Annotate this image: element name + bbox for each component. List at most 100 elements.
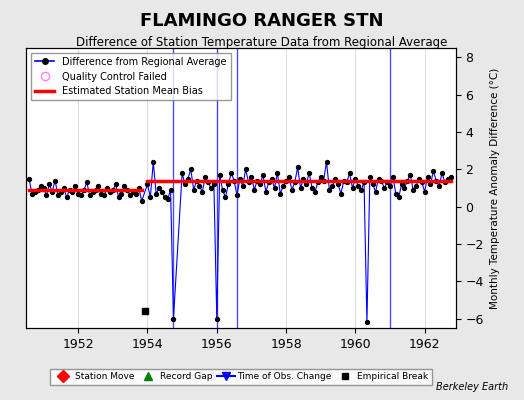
Point (184, 176, 192, 182)
Point (80, 187, 88, 193)
Point (386, 183, 394, 189)
Point (117, 190, 126, 197)
Point (414, 176, 423, 182)
Point (314, 179, 322, 186)
Point (74, 190, 82, 197)
Point (31, 188, 39, 195)
Point (267, 176, 276, 182)
Point (213, 316, 221, 322)
Point (233, 192, 241, 199)
Point (331, 176, 340, 182)
Point (71, 183, 80, 189)
Point (429, 168, 438, 174)
Point (45, 181, 53, 188)
Point (308, 185, 316, 191)
Point (383, 179, 391, 186)
Point (62, 194, 71, 200)
Point (395, 194, 403, 200)
Point (290, 179, 299, 186)
Point (178, 170, 187, 176)
Point (302, 181, 311, 188)
Point (250, 187, 258, 193)
Point (366, 174, 374, 180)
Point (247, 174, 256, 180)
Point (230, 177, 238, 184)
Point (360, 179, 368, 186)
Point (28, 190, 36, 197)
Legend: Station Move, Record Gap, Time of Obs. Change, Empirical Break: Station Move, Record Gap, Time of Obs. C… (50, 369, 432, 385)
Point (66, 187, 74, 193)
Point (108, 187, 117, 193)
Point (244, 179, 253, 186)
Point (368, 181, 377, 188)
Point (112, 181, 120, 188)
Point (438, 170, 446, 176)
Point (51, 177, 59, 184)
Point (363, 319, 371, 326)
Point (406, 172, 414, 178)
Point (140, 308, 149, 314)
Point (242, 166, 250, 172)
Point (282, 177, 290, 184)
Point (265, 179, 273, 186)
Point (132, 190, 140, 197)
Point (328, 183, 336, 189)
Point (311, 188, 319, 195)
Point (343, 179, 351, 186)
Point (259, 172, 267, 178)
Text: FLAMINGO RANGER STN: FLAMINGO RANGER STN (140, 12, 384, 30)
Point (103, 185, 111, 191)
Point (397, 181, 406, 188)
Point (54, 192, 62, 199)
Text: Berkeley Earth: Berkeley Earth (436, 382, 508, 392)
Point (106, 188, 114, 195)
Point (253, 177, 261, 184)
Point (412, 183, 420, 189)
Point (389, 174, 397, 180)
Point (256, 181, 264, 188)
Point (201, 174, 210, 180)
Point (288, 187, 296, 193)
Point (351, 176, 359, 182)
Point (340, 177, 348, 184)
Point (435, 183, 443, 189)
Point (37, 183, 45, 189)
Point (198, 188, 206, 195)
Point (39, 185, 48, 191)
Point (163, 196, 172, 202)
Point (441, 179, 449, 186)
Point (432, 177, 441, 184)
Point (120, 183, 128, 189)
Y-axis label: Monthly Temperature Anomaly Difference (°C): Monthly Temperature Anomaly Difference (… (489, 67, 499, 309)
Point (89, 188, 97, 195)
Point (204, 179, 212, 186)
Point (325, 187, 334, 193)
Point (126, 192, 134, 199)
Point (100, 192, 108, 199)
Point (391, 190, 400, 197)
Point (169, 316, 178, 322)
Point (316, 174, 325, 180)
Point (380, 185, 388, 191)
Point (190, 187, 198, 193)
Point (444, 176, 452, 182)
Point (219, 187, 227, 193)
Point (446, 174, 455, 180)
Point (270, 185, 279, 191)
Point (420, 188, 429, 195)
Point (210, 181, 218, 188)
Point (279, 183, 287, 189)
Point (293, 164, 302, 171)
Point (276, 190, 285, 197)
Point (418, 179, 426, 186)
Point (334, 181, 342, 188)
Point (85, 192, 94, 199)
Point (97, 190, 105, 197)
Point (273, 170, 281, 176)
Point (123, 187, 132, 193)
Point (91, 187, 100, 193)
Point (215, 172, 224, 178)
Point (357, 187, 365, 193)
Point (297, 185, 305, 191)
Point (238, 183, 247, 189)
